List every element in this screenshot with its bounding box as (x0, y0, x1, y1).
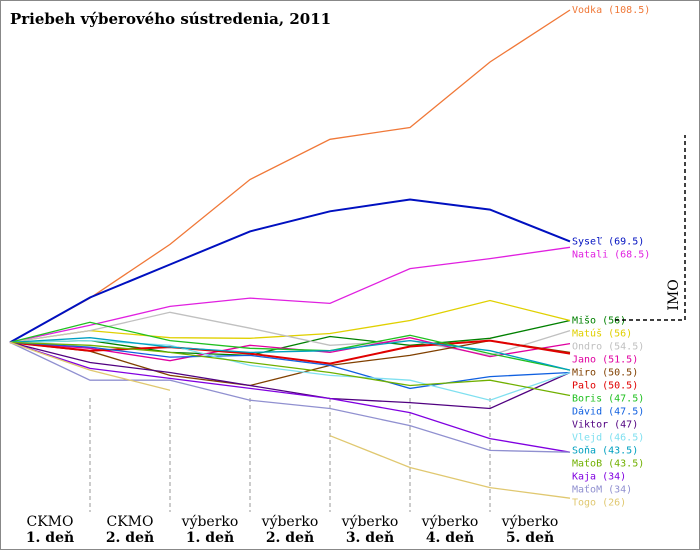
series-line (9, 341, 571, 410)
x-tick-label: výberko (501, 513, 559, 530)
series-label: Natali (68.5) (572, 249, 650, 260)
series-line (9, 341, 571, 453)
series-line (9, 339, 571, 365)
series-line (9, 9, 571, 343)
series-line (9, 246, 571, 344)
series-line (9, 299, 571, 344)
series-labels: Vodka (108.5) Syseľ (69.5) Natali (68.5) Mi… (572, 5, 650, 509)
series-line (9, 341, 571, 453)
x-tick-label: výberko (261, 513, 319, 530)
series-label: Mišo (56) (572, 315, 626, 327)
series-label: Syseľ (69.5) (572, 236, 644, 247)
x-tick-label: CKMO (27, 514, 74, 530)
series-label: Ondro (54.5) (572, 342, 644, 353)
series-line (9, 339, 571, 401)
series-label: Togo (26) (572, 498, 626, 509)
series-label: Kaja (34) (572, 472, 626, 483)
x-tick-label: 4. deň (426, 530, 474, 546)
x-tick-label: 5. deň (506, 530, 554, 546)
series-label: Vlejd (46.5) (572, 433, 644, 444)
x-tick-label: 2. deň (106, 530, 154, 546)
x-tick-label: výberko (421, 513, 479, 530)
imo-threshold (615, 135, 686, 321)
series-line (9, 319, 571, 357)
series-line (9, 321, 571, 371)
series-label: Viktor (47) (572, 420, 638, 431)
series-label: MaťoB (43.5) (572, 458, 644, 470)
series-line (9, 341, 571, 499)
series-line (9, 337, 571, 371)
series-label: Dávid (47.5) (572, 406, 644, 418)
series-label: Jano (51.5) (572, 355, 638, 366)
x-tick-label: výberko (341, 513, 399, 530)
x-tick-label: 3. deň (346, 530, 394, 546)
series-line (9, 341, 571, 390)
x-tick-label: výberko (181, 513, 239, 530)
x-tick-label: 1. deň (186, 530, 234, 546)
series-label: MaťoM (34) (572, 484, 632, 496)
series-label: Miro (50.5) (572, 368, 638, 379)
x-tick-label: 1. deň (26, 530, 74, 546)
series-label: Boris (47.5) (572, 394, 644, 405)
chart-title: Priebeh výberového sústredenia, 2011 (10, 10, 331, 28)
series-label: Vodka (108.5) (572, 5, 650, 16)
series-label: Palo (50.5) (572, 381, 638, 392)
series-line (9, 198, 571, 344)
series-label: Soňa (43.5) (572, 445, 638, 457)
x-tick-label: 2. deň (266, 530, 314, 546)
series-line (9, 341, 571, 397)
series-line (9, 339, 571, 387)
series-lines (9, 9, 571, 499)
imo-label: IMO (666, 279, 682, 310)
x-tick-label: CKMO (107, 514, 154, 530)
series-label: Matúš (56) (572, 328, 632, 340)
day-separators (89, 398, 491, 512)
